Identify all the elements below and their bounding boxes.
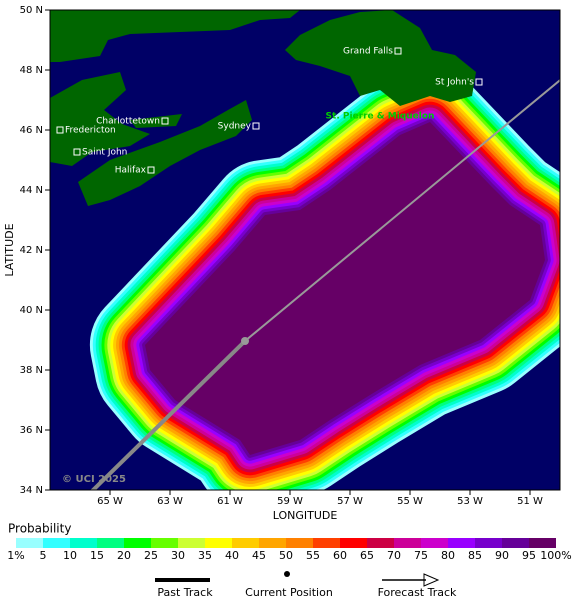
colorbar-label: 5 bbox=[40, 549, 47, 562]
colorbar-cell bbox=[43, 538, 70, 548]
y-tick-label: 44 N bbox=[20, 185, 43, 196]
legend-current-symbol bbox=[284, 571, 290, 577]
colorbar-label: 85 bbox=[468, 549, 482, 562]
colorbar-label: 55 bbox=[306, 549, 320, 562]
colorbar-label: 25 bbox=[144, 549, 158, 562]
probability-band bbox=[145, 122, 545, 455]
colorbar-cell bbox=[394, 538, 421, 548]
colorbar-label: 30 bbox=[171, 549, 185, 562]
colorbar-cell bbox=[340, 538, 367, 548]
forecast-track-line bbox=[244, 78, 560, 342]
x-tick-label: 57 W bbox=[337, 496, 363, 507]
x-tick-label: 53 W bbox=[457, 496, 483, 507]
colorbar-label: 15 bbox=[90, 549, 104, 562]
place-label: Halifax bbox=[115, 166, 147, 176]
legend-forecast-arrow bbox=[423, 573, 440, 587]
colorbar-cell bbox=[178, 538, 205, 548]
place-label: Sydney bbox=[218, 122, 252, 132]
x-tick-label: 65 W bbox=[97, 496, 123, 507]
colorbar-label: 10 bbox=[63, 549, 77, 562]
place-label: Saint John bbox=[82, 148, 127, 158]
place-marker bbox=[147, 166, 155, 174]
place-label: Charlottetown bbox=[96, 117, 160, 127]
y-tick-label: 46 N bbox=[20, 125, 43, 136]
colorbar-cell bbox=[286, 538, 313, 548]
colorbar-label: 65 bbox=[360, 549, 374, 562]
y-tick-label: 48 N bbox=[20, 65, 43, 76]
place-marker bbox=[394, 47, 402, 55]
colorbar-label: 50 bbox=[279, 549, 293, 562]
legend-forecast-label: Forecast Track bbox=[378, 586, 457, 599]
colorbar-cell bbox=[475, 538, 502, 548]
x-tick-label: 51 W bbox=[517, 496, 543, 507]
y-tick-label: 50 N bbox=[20, 5, 43, 16]
y-tick-label: 38 N bbox=[20, 365, 43, 376]
colorbar-label: 1% bbox=[7, 549, 24, 562]
colorbar-title: Probability bbox=[8, 522, 71, 536]
legend-current-label: Current Position bbox=[245, 586, 333, 599]
place-label: Fredericton bbox=[65, 126, 116, 136]
y-tick-label: 36 N bbox=[20, 425, 43, 436]
colorbar-cell bbox=[367, 538, 394, 548]
x-tick-label: 61 W bbox=[217, 496, 243, 507]
colorbar-cell bbox=[529, 538, 556, 548]
place-marker bbox=[161, 117, 169, 125]
y-axis-title: LATITUDE bbox=[3, 223, 16, 276]
colorbar-label: 60 bbox=[333, 549, 347, 562]
probability-field bbox=[89, 66, 560, 490]
colorbar-cell bbox=[70, 538, 97, 548]
storm-track bbox=[90, 78, 560, 490]
copyright: © UCI 2025 bbox=[62, 474, 126, 485]
colorbar-label: 90 bbox=[495, 549, 509, 562]
colorbar-label: 45 bbox=[252, 549, 266, 562]
colorbar-cell bbox=[421, 538, 448, 548]
place-marker bbox=[73, 148, 81, 156]
colorbar-label: 70 bbox=[387, 549, 401, 562]
colorbar-cell bbox=[124, 538, 151, 548]
y-tick-label: 34 N bbox=[20, 485, 43, 496]
colorbar-cell bbox=[448, 538, 475, 548]
place-label: Grand Falls bbox=[343, 47, 393, 57]
colorbar-cell bbox=[232, 538, 259, 548]
colorbar-label: 95 bbox=[522, 549, 536, 562]
colorbar-cell bbox=[151, 538, 178, 548]
colorbar-label: 100% bbox=[540, 549, 571, 562]
place-marker bbox=[252, 122, 260, 130]
land bbox=[50, 10, 476, 206]
place-label: St John's bbox=[435, 78, 474, 88]
colorbar-label: 80 bbox=[441, 549, 455, 562]
x-tick-label: 59 W bbox=[277, 496, 303, 507]
colorbar-cell bbox=[97, 538, 124, 548]
colorbar-cell bbox=[205, 538, 232, 548]
colorbar-label: 40 bbox=[225, 549, 239, 562]
y-tick-label: 42 N bbox=[20, 245, 43, 256]
past-track-line bbox=[90, 339, 247, 490]
x-tick-label: 55 W bbox=[397, 496, 423, 507]
x-tick-label: 63 W bbox=[157, 496, 183, 507]
colorbar-label: 75 bbox=[414, 549, 428, 562]
place-marker bbox=[475, 78, 483, 86]
colorbar-label: 35 bbox=[198, 549, 212, 562]
colorbar-cell bbox=[313, 538, 340, 548]
y-tick-label: 40 N bbox=[20, 305, 43, 316]
colorbar-cell bbox=[259, 538, 286, 548]
colorbar-label: 20 bbox=[117, 549, 131, 562]
current-position-marker bbox=[241, 337, 249, 345]
colorbar-cell bbox=[16, 538, 43, 548]
place-marker bbox=[56, 126, 64, 134]
x-axis-title: LONGITUDE bbox=[273, 509, 338, 522]
colorbar-cell bbox=[502, 538, 529, 548]
region-label: St. Pierre & Miquelon bbox=[326, 112, 435, 122]
legend-past-label: Past Track bbox=[157, 586, 213, 599]
